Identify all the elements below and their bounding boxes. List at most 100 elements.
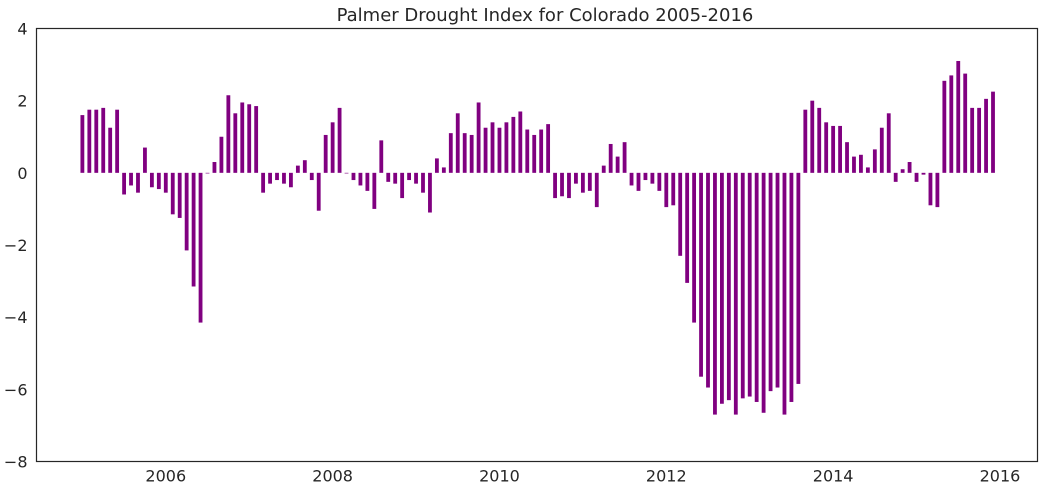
bar [122, 172, 126, 195]
bar [170, 172, 175, 215]
y-tick-label: 4 [17, 20, 27, 39]
bar [685, 172, 690, 283]
bar [775, 172, 780, 388]
bar [80, 115, 85, 173]
bar [441, 167, 446, 173]
bar [761, 172, 766, 413]
bar [205, 172, 210, 174]
x-tick-label: 2010 [479, 467, 520, 486]
bar [323, 134, 328, 173]
bar [706, 172, 710, 388]
bar [365, 172, 370, 191]
bar [143, 147, 147, 173]
x-tick-label: 2012 [646, 467, 687, 486]
bar [462, 133, 467, 173]
bar [525, 129, 530, 173]
bar [344, 172, 349, 174]
bar [935, 172, 940, 208]
bar [643, 172, 648, 181]
y-tick-label: 2 [17, 92, 27, 111]
bar [434, 158, 439, 173]
bar [212, 162, 217, 173]
bar [309, 172, 314, 181]
bar [184, 172, 189, 251]
bar [129, 172, 133, 186]
bar [629, 172, 634, 186]
bar [636, 172, 641, 191]
bar [608, 143, 613, 173]
bar [615, 156, 620, 173]
bar [101, 107, 106, 173]
bar [351, 172, 356, 181]
bar [539, 129, 544, 173]
bar [337, 107, 342, 173]
bar [886, 113, 891, 173]
chart-title: Palmer Drought Index for Colorado 2005-2… [337, 5, 754, 26]
x-tick-label: 2006 [145, 467, 186, 486]
bar [483, 127, 488, 173]
bar [372, 172, 377, 209]
bar [726, 172, 731, 401]
bar [163, 172, 168, 193]
bar [254, 106, 259, 173]
bar [789, 172, 794, 402]
bar [963, 73, 968, 173]
bar [191, 172, 196, 287]
bar [400, 172, 405, 199]
bar [782, 172, 787, 415]
bar [393, 172, 398, 184]
bar [720, 172, 724, 404]
bar [490, 122, 495, 173]
bar [754, 172, 759, 402]
bar [872, 149, 877, 173]
bar [428, 172, 432, 213]
bar [511, 116, 516, 173]
bar [546, 124, 551, 173]
bar [177, 172, 182, 218]
bar [991, 91, 995, 173]
bar [713, 172, 717, 415]
bar [94, 109, 99, 173]
bar [928, 172, 933, 206]
bar [594, 172, 599, 208]
y-axis: 4 2 0 −2 −4 −6 −8 [4, 20, 28, 472]
bar [664, 172, 669, 208]
y-tick-label: −6 [4, 380, 28, 399]
bar [838, 125, 842, 173]
bar [587, 172, 592, 191]
bar [407, 172, 411, 181]
bar [414, 172, 418, 184]
bar [942, 80, 947, 173]
plot-area-frame [35, 27, 1039, 463]
bar [900, 169, 905, 173]
y-tick-label: −4 [4, 308, 28, 327]
bar [233, 113, 238, 173]
y-tick-label: −2 [4, 236, 28, 255]
bar [810, 100, 815, 173]
bar [984, 98, 988, 173]
x-axis: 2006 2008 2010 2012 2014 2016 [145, 467, 1020, 486]
bar [831, 125, 836, 173]
x-tick-label: 2014 [813, 467, 854, 486]
bar [358, 172, 363, 186]
bar [796, 172, 801, 384]
bar [156, 172, 161, 190]
bar [622, 142, 627, 173]
bar [240, 102, 245, 173]
bar [650, 172, 655, 184]
x-tick-label: 2008 [312, 467, 353, 486]
bar [601, 165, 606, 173]
bar [469, 134, 474, 173]
bar [865, 167, 870, 173]
bar [316, 172, 321, 211]
bar [247, 104, 252, 173]
bar [567, 172, 571, 199]
bar [108, 127, 113, 173]
bar [330, 122, 335, 173]
bar [560, 172, 564, 197]
bar [747, 172, 752, 397]
bar [275, 172, 279, 181]
bar [852, 156, 856, 173]
